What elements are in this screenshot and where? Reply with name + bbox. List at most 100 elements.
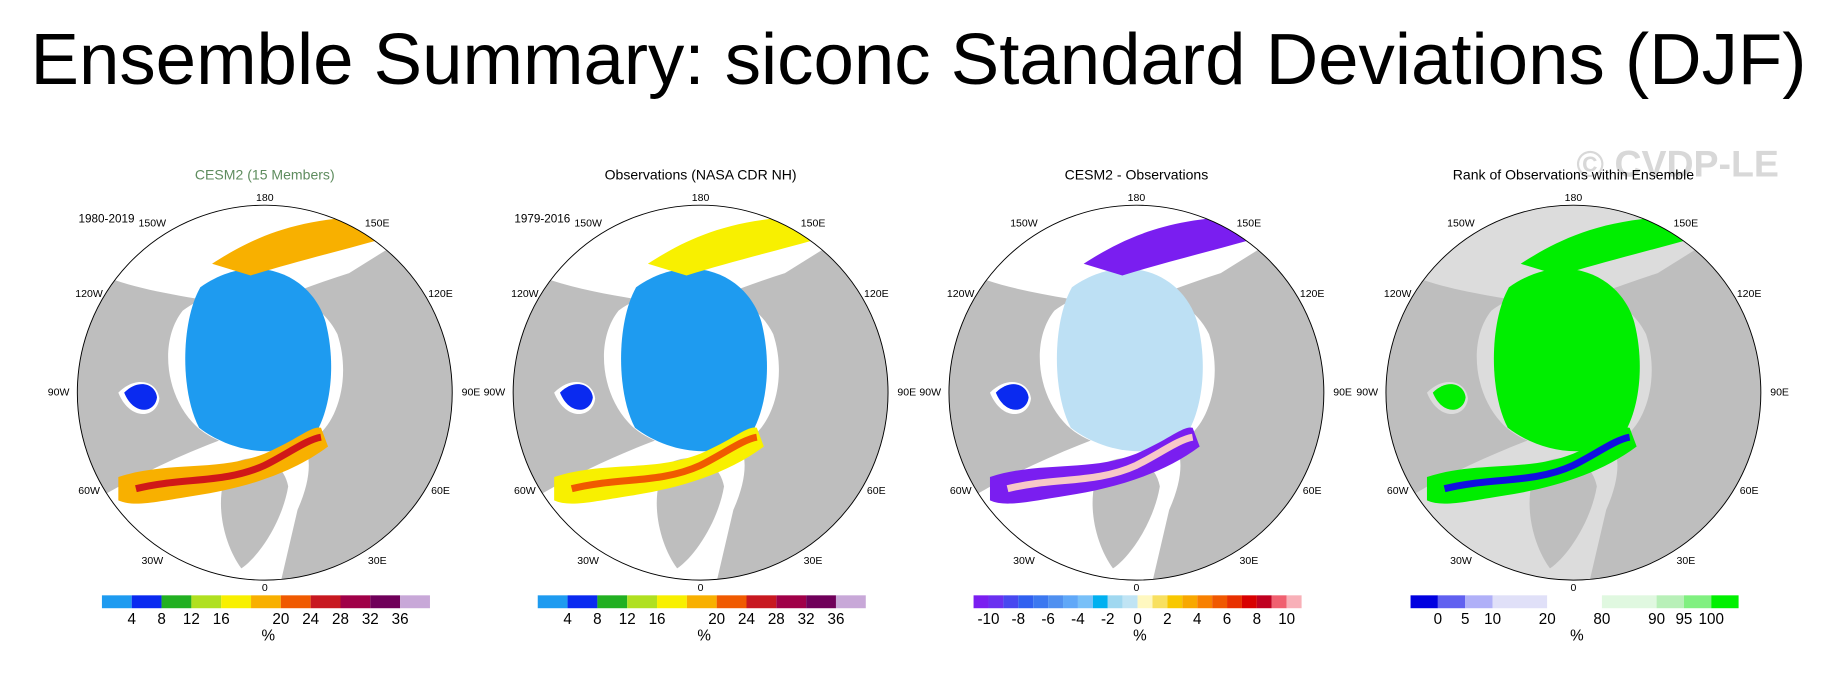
longitude-label: 90W <box>1356 386 1378 398</box>
colorbar-box <box>1077 595 1093 609</box>
colorbar-box <box>1212 595 1228 609</box>
colorbar-label: 8 <box>1253 611 1261 628</box>
colorbar-label: 4 <box>128 611 137 628</box>
longitude-label: 30E <box>368 555 387 567</box>
colorbar-box <box>686 595 717 609</box>
colorbar-label: 32 <box>798 611 815 628</box>
sea-ice <box>1443 433 1631 493</box>
colorbar-label: 10 <box>1484 611 1501 628</box>
longitude-label: 150W <box>574 218 602 230</box>
colorbar-label: 28 <box>332 611 349 628</box>
colorbar-label: 8 <box>593 611 601 628</box>
colorbar-label: -2 <box>1101 611 1115 628</box>
colorbar-box <box>221 595 252 609</box>
colorbar-box <box>1092 595 1108 609</box>
colorbar-box <box>1182 595 1198 609</box>
longitude-label: 90W <box>484 386 506 398</box>
colorbar-box <box>1018 595 1034 609</box>
colorbar-box <box>1033 595 1049 609</box>
colorbar-label: 24 <box>302 611 319 628</box>
colorbar-label: 2 <box>1163 611 1171 628</box>
colorbar-box <box>1048 595 1064 609</box>
colorbar-box <box>776 595 807 609</box>
colorbar-box <box>716 595 747 609</box>
longitude-label: 120E <box>1300 288 1325 300</box>
colorbar-box <box>567 595 598 609</box>
sea-ice <box>185 268 332 452</box>
map-border <box>1385 204 1762 581</box>
colorbar-label: 32 <box>362 611 379 628</box>
sea-ice <box>647 216 814 276</box>
longitude-label: 120W <box>1384 288 1412 300</box>
colorbar-label: 12 <box>619 611 636 628</box>
panel-title: Observations (NASA CDR NH) <box>605 167 797 183</box>
colorbar-box <box>1683 595 1712 609</box>
map-border <box>512 204 889 581</box>
sea-ice <box>995 384 1029 410</box>
longitude-label: 180 <box>1128 192 1146 204</box>
colorbar-label: -4 <box>1071 611 1085 628</box>
colorbar-box <box>835 595 866 609</box>
longitude-label: 60W <box>1387 485 1409 497</box>
colorbar-box <box>1286 595 1302 609</box>
longitude-label: 90W <box>48 386 70 398</box>
colorbar-box <box>806 595 836 609</box>
colorbar-label: 24 <box>738 611 755 628</box>
colorbar-label: 6 <box>1223 611 1231 628</box>
sea-ice <box>124 384 157 410</box>
colorbar-box <box>988 595 1004 609</box>
colorbar-box <box>1547 595 1602 609</box>
colorbar-box <box>1122 595 1138 609</box>
longitude-label: 30W <box>141 555 163 567</box>
colorbar-box <box>101 595 132 609</box>
sea-ice <box>212 216 378 276</box>
longitude-label: 180 <box>1565 192 1583 204</box>
longitude-label: 120W <box>511 288 539 300</box>
colorbar-box <box>973 595 989 609</box>
map-panel: CESM2 (15 Members) 1980-2019 180 150E 120E 90… <box>48 167 481 645</box>
colorbar-box <box>310 595 341 609</box>
longitude-label: 120E <box>864 288 889 300</box>
colorbar-box <box>1197 595 1213 609</box>
longitude-label: 150W <box>1010 218 1038 230</box>
colorbar-box <box>1107 595 1123 609</box>
longitude-label: 30W <box>577 555 599 567</box>
colorbar-label: 36 <box>392 611 409 628</box>
longitude-label: 0 <box>1133 582 1139 594</box>
colorbar-box <box>1256 595 1272 609</box>
longitude-label: 180 <box>256 192 274 204</box>
sea-ice <box>621 268 767 452</box>
colorbar-unit: % <box>697 627 711 644</box>
map-panel: CESM2 - Observations 180 150E 120E 90E 60E 30E… <box>919 167 1352 645</box>
panel-title: Rank of Observations within Ensemble <box>1453 167 1694 183</box>
polar-map <box>513 205 889 581</box>
colorbar-box <box>280 595 311 609</box>
longitude-label: 60E <box>1740 485 1759 497</box>
colorbar-box <box>1241 595 1257 609</box>
longitude-label: 180 <box>692 192 710 204</box>
colorbar-box <box>1152 595 1168 609</box>
colorbar-box <box>1492 595 1548 609</box>
longitude-label: 60W <box>78 485 100 497</box>
longitude-label: 30E <box>1676 555 1695 567</box>
sea-ice <box>570 433 758 493</box>
colorbar-label: 95 <box>1675 611 1692 628</box>
colorbar-label: 36 <box>827 611 844 628</box>
longitude-label: 60W <box>950 485 972 497</box>
longitude-label: 120E <box>428 288 453 300</box>
colorbar-label: -8 <box>1012 611 1026 628</box>
colorbar-unit: % <box>1570 627 1584 644</box>
sea-ice <box>1056 268 1203 452</box>
colorbar-box <box>1137 595 1153 609</box>
longitude-label: 30W <box>1013 555 1035 567</box>
longitude-label: 120W <box>947 288 975 300</box>
colorbar-label: -10 <box>977 611 999 628</box>
colorbar-box <box>191 595 222 609</box>
longitude-label: 30W <box>1450 555 1472 567</box>
longitude-label: 90E <box>1333 386 1352 398</box>
longitude-label: 150E <box>365 218 390 230</box>
longitude-label: 150E <box>1674 218 1699 230</box>
polar-map <box>1385 205 1761 581</box>
